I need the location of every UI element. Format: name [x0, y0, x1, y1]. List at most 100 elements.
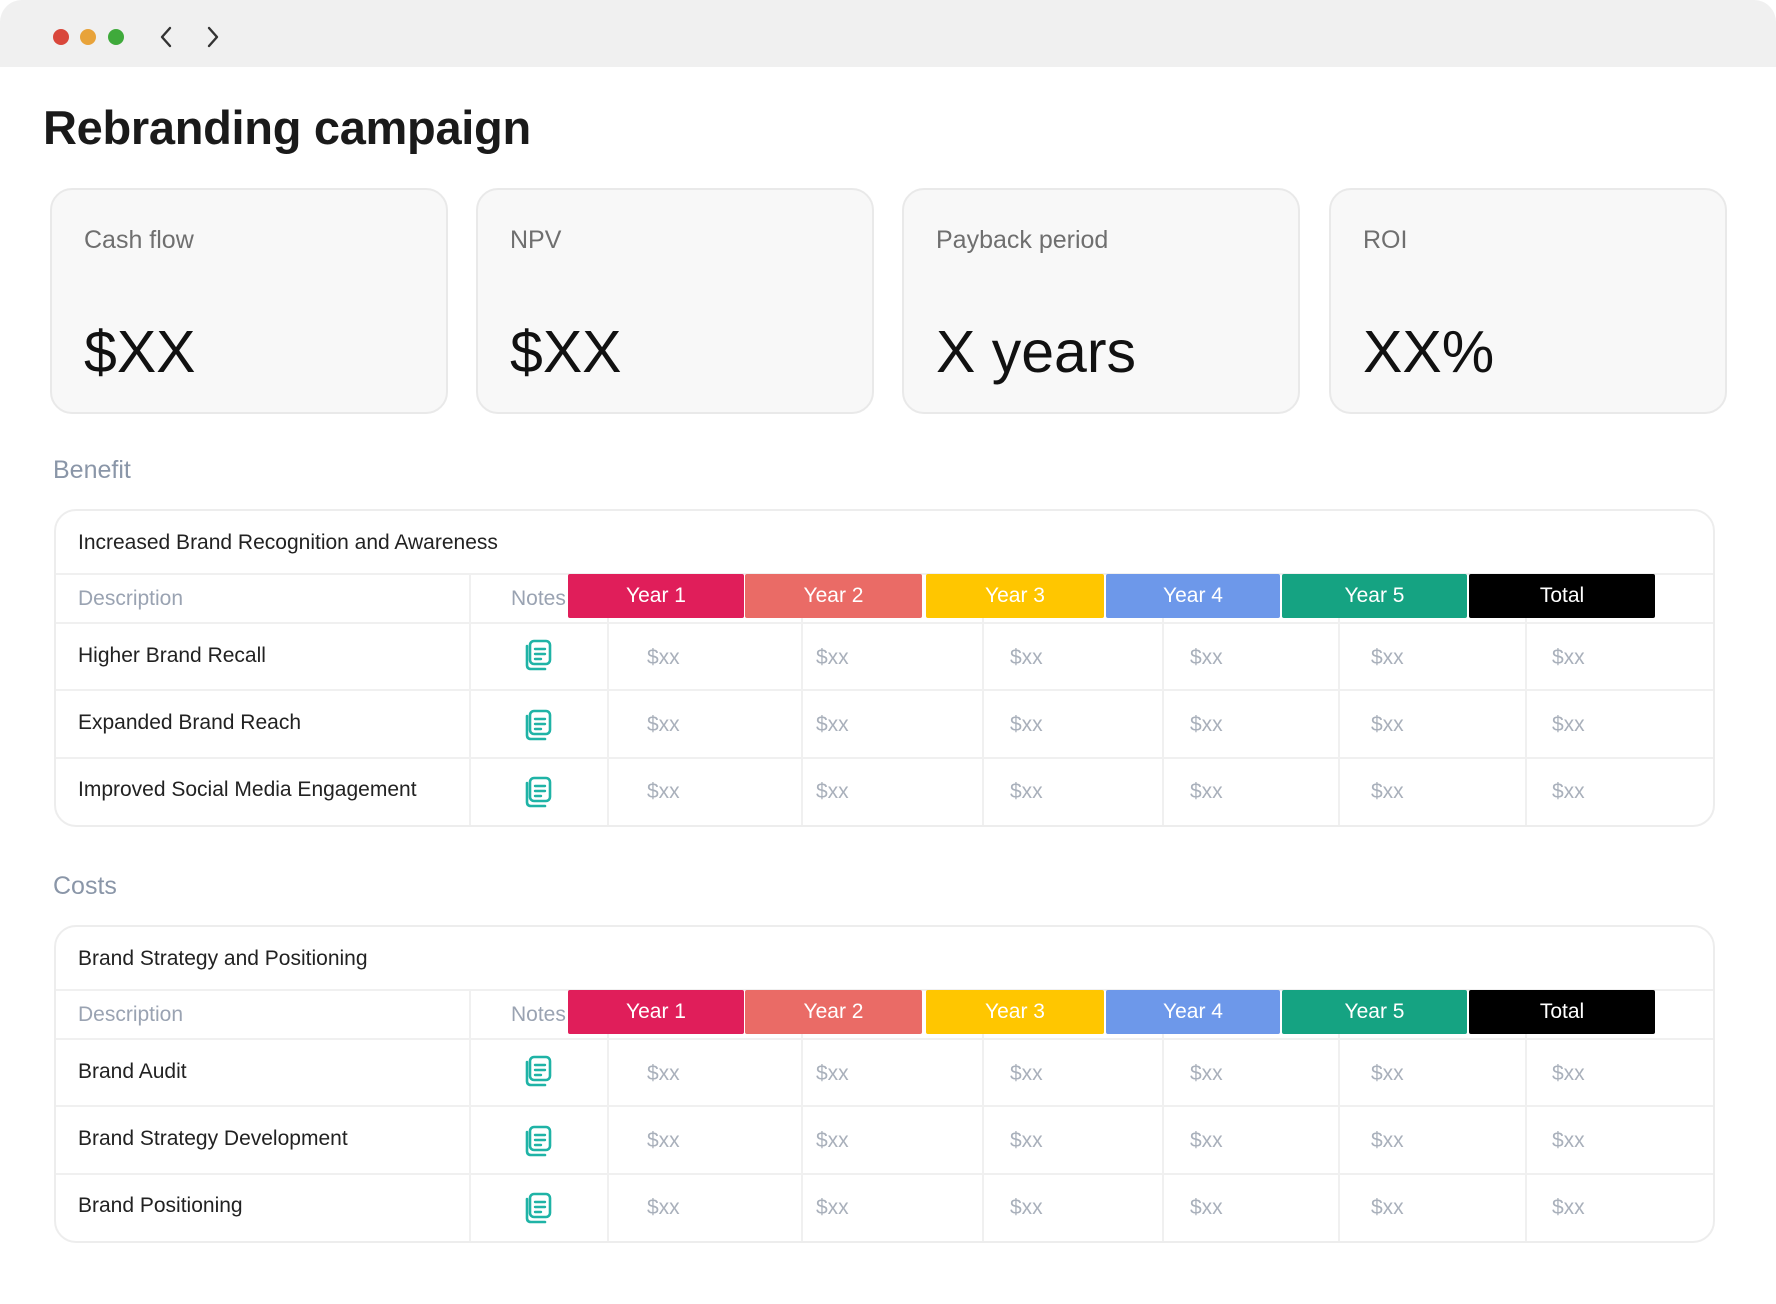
table-title: Increased Brand Recognition and Awarenes…	[78, 531, 498, 554]
column-header-year-3: Year 3	[926, 574, 1104, 618]
notes-icon[interactable]	[520, 1190, 556, 1226]
value-cell-year-2[interactable]: $xx	[816, 1129, 849, 1152]
value-cell-year-4[interactable]: $xx	[1190, 1129, 1223, 1152]
column-divider	[801, 573, 803, 825]
value-cell-year-5[interactable]: $xx	[1371, 713, 1404, 736]
value-cell-year-1[interactable]: $xx	[647, 646, 680, 669]
row-divider	[56, 1173, 1713, 1175]
value-cell-year-3[interactable]: $xx	[1010, 1062, 1043, 1085]
column-header-year-4: Year 4	[1106, 574, 1280, 618]
value-cell-total[interactable]: $xx	[1552, 1062, 1585, 1085]
notes-icon[interactable]	[520, 1053, 556, 1089]
notes-icon[interactable]	[520, 637, 556, 673]
column-header-description: Description	[78, 1003, 184, 1026]
value-cell-year-4[interactable]: $xx	[1190, 1062, 1223, 1085]
row-divider	[56, 1038, 1713, 1040]
column-header-year-4: Year 4	[1106, 990, 1280, 1034]
column-header-notes: Notes	[511, 1003, 566, 1026]
value-cell-total[interactable]: $xx	[1552, 1129, 1585, 1152]
notes-icon[interactable]	[520, 1123, 556, 1159]
row-description: Brand Audit	[78, 1060, 187, 1083]
value-cell-year-5[interactable]: $xx	[1371, 1196, 1404, 1219]
value-cell-total[interactable]: $xx	[1552, 1196, 1585, 1219]
value-cell-year-2[interactable]: $xx	[816, 1196, 849, 1219]
maximize-window-button[interactable]	[108, 29, 124, 45]
column-divider	[607, 573, 609, 825]
row-divider	[56, 1105, 1713, 1107]
value-cell-total[interactable]: $xx	[1552, 646, 1585, 669]
column-divider	[801, 989, 803, 1241]
row-divider	[56, 622, 1713, 624]
value-cell-year-1[interactable]: $xx	[647, 780, 680, 803]
value-cell-year-3[interactable]: $xx	[1010, 646, 1043, 669]
value-cell-year-1[interactable]: $xx	[647, 1196, 680, 1219]
column-divider	[1338, 989, 1340, 1241]
section-label-benefit: Benefit	[53, 456, 131, 484]
value-cell-year-5[interactable]: $xx	[1371, 780, 1404, 803]
metric-value: $XX	[510, 319, 622, 385]
window-titlebar	[0, 0, 1776, 67]
minimize-window-button[interactable]	[80, 29, 96, 45]
row-description: Brand Strategy Development	[78, 1127, 348, 1150]
metric-label: NPV	[510, 226, 562, 254]
column-divider	[1162, 989, 1164, 1241]
value-cell-year-2[interactable]: $xx	[816, 780, 849, 803]
metric-cards: Cash flow $XX NPV $XX Payback period X y…	[50, 188, 1727, 414]
metric-value: $XX	[84, 319, 196, 385]
column-divider	[982, 989, 984, 1241]
value-cell-year-3[interactable]: $xx	[1010, 713, 1043, 736]
value-cell-year-5[interactable]: $xx	[1371, 1129, 1404, 1152]
table-title: Brand Strategy and Positioning	[78, 947, 368, 970]
row-divider	[56, 757, 1713, 759]
metric-label: Payback period	[936, 226, 1109, 254]
notes-icon[interactable]	[520, 774, 556, 810]
column-divider	[1162, 573, 1164, 825]
metric-label: ROI	[1363, 226, 1408, 254]
column-divider	[1525, 573, 1527, 825]
metric-card-cash-flow: Cash flow $XX	[50, 188, 448, 414]
metric-value: X years	[936, 319, 1137, 385]
value-cell-year-2[interactable]: $xx	[816, 713, 849, 736]
forward-button[interactable]	[196, 20, 230, 54]
row-description: Improved Social Media Engagement	[78, 778, 417, 801]
column-divider	[1525, 989, 1527, 1241]
column-header-total: Total	[1469, 990, 1655, 1034]
column-divider	[607, 989, 609, 1241]
section-label-costs: Costs	[53, 872, 117, 900]
column-divider	[1338, 573, 1340, 825]
value-cell-year-2[interactable]: $xx	[816, 1062, 849, 1085]
column-header-notes: Notes	[511, 587, 566, 610]
value-cell-year-1[interactable]: $xx	[647, 1129, 680, 1152]
metric-card-roi: ROI XX%	[1329, 188, 1727, 414]
value-cell-total[interactable]: $xx	[1552, 713, 1585, 736]
value-cell-year-4[interactable]: $xx	[1190, 1196, 1223, 1219]
column-header-year-5: Year 5	[1282, 990, 1467, 1034]
value-cell-year-5[interactable]: $xx	[1371, 646, 1404, 669]
value-cell-year-3[interactable]: $xx	[1010, 1196, 1043, 1219]
page-title: Rebranding campaign	[43, 101, 531, 154]
row-description: Expanded Brand Reach	[78, 711, 301, 734]
back-button[interactable]	[149, 20, 183, 54]
table-benefit: Increased Brand Recognition and Awarenes…	[54, 509, 1715, 827]
column-header-year-3: Year 3	[926, 990, 1104, 1034]
value-cell-year-5[interactable]: $xx	[1371, 1062, 1404, 1085]
value-cell-year-3[interactable]: $xx	[1010, 780, 1043, 803]
chevron-left-icon	[160, 26, 172, 48]
row-description: Higher Brand Recall	[78, 644, 266, 667]
notes-icon[interactable]	[520, 707, 556, 743]
value-cell-year-4[interactable]: $xx	[1190, 780, 1223, 803]
close-window-button[interactable]	[53, 29, 69, 45]
column-header-year-1: Year 1	[568, 574, 744, 618]
value-cell-year-4[interactable]: $xx	[1190, 646, 1223, 669]
metric-value: XX%	[1363, 319, 1495, 385]
value-cell-year-4[interactable]: $xx	[1190, 713, 1223, 736]
column-divider	[982, 573, 984, 825]
value-cell-year-2[interactable]: $xx	[816, 646, 849, 669]
row-description: Brand Positioning	[78, 1194, 243, 1217]
value-cell-year-1[interactable]: $xx	[647, 1062, 680, 1085]
value-cell-total[interactable]: $xx	[1552, 780, 1585, 803]
value-cell-year-1[interactable]: $xx	[647, 713, 680, 736]
row-divider	[56, 689, 1713, 691]
value-cell-year-3[interactable]: $xx	[1010, 1129, 1043, 1152]
